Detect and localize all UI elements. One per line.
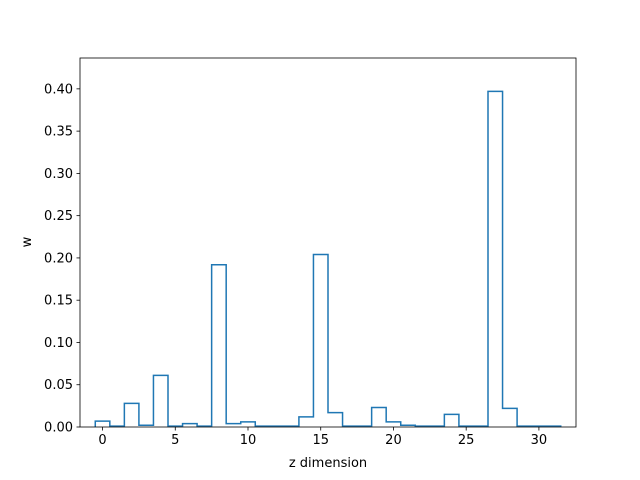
y-tick-label: 0.30 [44, 167, 73, 182]
x-tick-label: 30 [531, 433, 548, 448]
y-tick-label: 0.00 [44, 421, 73, 436]
x-tick-label: 10 [240, 433, 257, 448]
y-tick-label: 0.35 [44, 125, 73, 140]
bar-10 [241, 422, 256, 427]
bar-4 [153, 375, 168, 427]
x-tick-label: 15 [312, 433, 329, 448]
bar-9 [226, 424, 241, 427]
bar-20 [386, 422, 401, 427]
x-tick-label: 0 [98, 433, 106, 448]
x-axis-label: z dimension [289, 456, 367, 471]
bar-28 [503, 408, 518, 427]
bar-14 [299, 417, 314, 427]
bar-24 [444, 414, 459, 427]
bar-16 [328, 413, 343, 427]
plot-area [94, 90, 562, 427]
x-tick-label: 20 [385, 433, 402, 448]
x-axis-ticks: 0 5 10 15 20 25 30 [98, 427, 547, 448]
y-axis-ticks: 0.00 0.05 0.10 0.15 0.20 0.25 0.30 0.35 0.40 [44, 82, 80, 436]
bar-19 [372, 408, 387, 427]
x-tick-label: 25 [458, 433, 475, 448]
y-tick-label: 0.40 [44, 82, 73, 97]
axes-frame [79, 57, 577, 428]
histogram-outline [94, 90, 562, 427]
y-tick-label: 0.25 [44, 209, 73, 224]
bar-6 [183, 424, 198, 427]
y-tick-label: 0.10 [44, 336, 73, 351]
bar-0 [95, 421, 110, 427]
bar-27 [488, 91, 503, 427]
y-axis-label: w [20, 236, 35, 247]
y-tick-label: 0.05 [44, 378, 73, 393]
bar-2 [124, 403, 139, 427]
bar-8 [212, 265, 227, 427]
y-tick-label: 0.20 [44, 251, 73, 266]
bar-15 [313, 255, 328, 427]
y-tick-label: 0.15 [44, 294, 73, 309]
x-tick-label: 5 [171, 433, 179, 448]
